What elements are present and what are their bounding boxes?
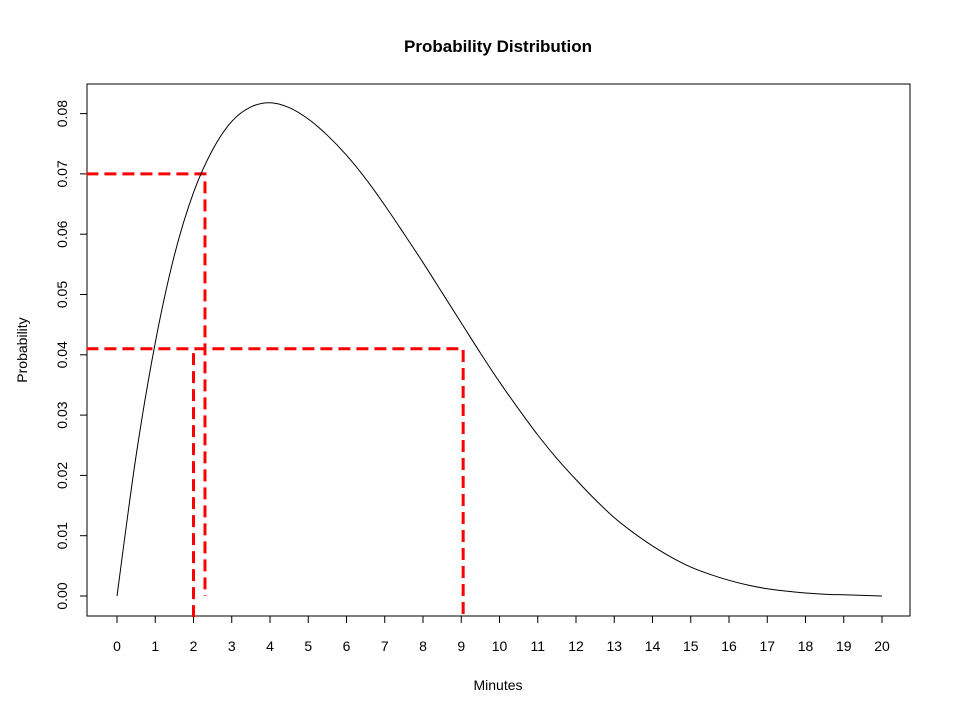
x-tick-label: 15 [683, 638, 699, 654]
x-tick-label: 14 [645, 638, 661, 654]
x-tick-label: 7 [381, 638, 389, 654]
x-tick-label: 16 [721, 638, 737, 654]
series-line [116, 102, 883, 597]
x-tick-label: 10 [492, 638, 508, 654]
x-axis: 0 1 2 3 4 5 6 7 8 9 10 11 12 13 14 15 16 17 18 19 20 [113, 615, 890, 654]
series-group [116, 102, 883, 597]
y-tick-label: 0.01 [54, 522, 70, 549]
x-tick-label: 13 [606, 638, 622, 654]
reference-line [86, 347, 465, 618]
y-axis-label: Probability [14, 317, 30, 382]
x-tick-label: 1 [151, 638, 159, 654]
reference-lines [86, 172, 465, 618]
y-tick-label: 0.03 [54, 401, 70, 428]
x-tick-label: 12 [568, 638, 584, 654]
x-tick-label: 5 [304, 638, 312, 654]
x-tick-label: 20 [874, 638, 890, 654]
x-tick-label: 9 [457, 638, 465, 654]
y-tick-label: 0.06 [54, 220, 70, 247]
x-tick-label: 3 [228, 638, 236, 654]
x-tick-label: 4 [266, 638, 274, 654]
x-tick-label: 11 [530, 638, 545, 654]
y-tick-label: 0.07 [54, 160, 70, 187]
x-tick-label: 0 [113, 638, 121, 654]
y-tick-label: 0.05 [54, 281, 70, 308]
plot-frame [86, 83, 911, 617]
reference-line [86, 172, 207, 596]
x-tick-label: 8 [419, 638, 427, 654]
x-axis-label: Minutes [473, 677, 522, 693]
x-tick-label: 2 [190, 638, 198, 654]
y-tick-label: 0.08 [54, 100, 70, 127]
x-tick-label: 18 [798, 638, 814, 654]
y-tick-label: 0.04 [54, 341, 70, 368]
y-axis: 0.00 0.01 0.02 0.03 0.04 0.05 0.06 0.07 0.08 [54, 100, 88, 610]
y-tick-label: 0.02 [54, 462, 70, 489]
x-tick-label: 17 [759, 638, 775, 654]
x-tick-label: 19 [836, 638, 852, 654]
chart-title: Probability Distribution [404, 37, 592, 56]
x-tick-label: 6 [343, 638, 351, 654]
y-tick-label: 0.00 [54, 582, 70, 609]
